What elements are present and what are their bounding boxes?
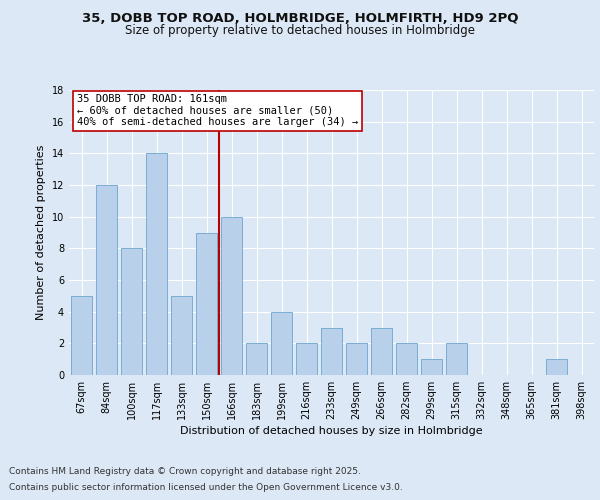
Text: Contains HM Land Registry data © Crown copyright and database right 2025.: Contains HM Land Registry data © Crown c… [9,467,361,476]
Bar [421,359,442,375]
Bar [246,344,267,375]
Bar [296,344,317,375]
Y-axis label: Number of detached properties: Number of detached properties [36,145,46,320]
Bar [396,344,417,375]
Bar [196,232,217,375]
Bar [546,359,567,375]
Text: Size of property relative to detached houses in Holmbridge: Size of property relative to detached ho… [125,24,475,37]
Bar [446,344,467,375]
Bar [371,328,392,375]
X-axis label: Distribution of detached houses by size in Holmbridge: Distribution of detached houses by size … [180,426,483,436]
Bar [71,296,92,375]
Bar [146,154,167,375]
Text: Contains public sector information licensed under the Open Government Licence v3: Contains public sector information licen… [9,484,403,492]
Text: 35 DOBB TOP ROAD: 161sqm
← 60% of detached houses are smaller (50)
40% of semi-d: 35 DOBB TOP ROAD: 161sqm ← 60% of detach… [77,94,358,128]
Bar [271,312,292,375]
Bar [221,216,242,375]
Bar [121,248,142,375]
Bar [321,328,342,375]
Bar [346,344,367,375]
Text: 35, DOBB TOP ROAD, HOLMBRIDGE, HOLMFIRTH, HD9 2PQ: 35, DOBB TOP ROAD, HOLMBRIDGE, HOLMFIRTH… [82,12,518,26]
Bar [96,185,117,375]
Bar [171,296,192,375]
